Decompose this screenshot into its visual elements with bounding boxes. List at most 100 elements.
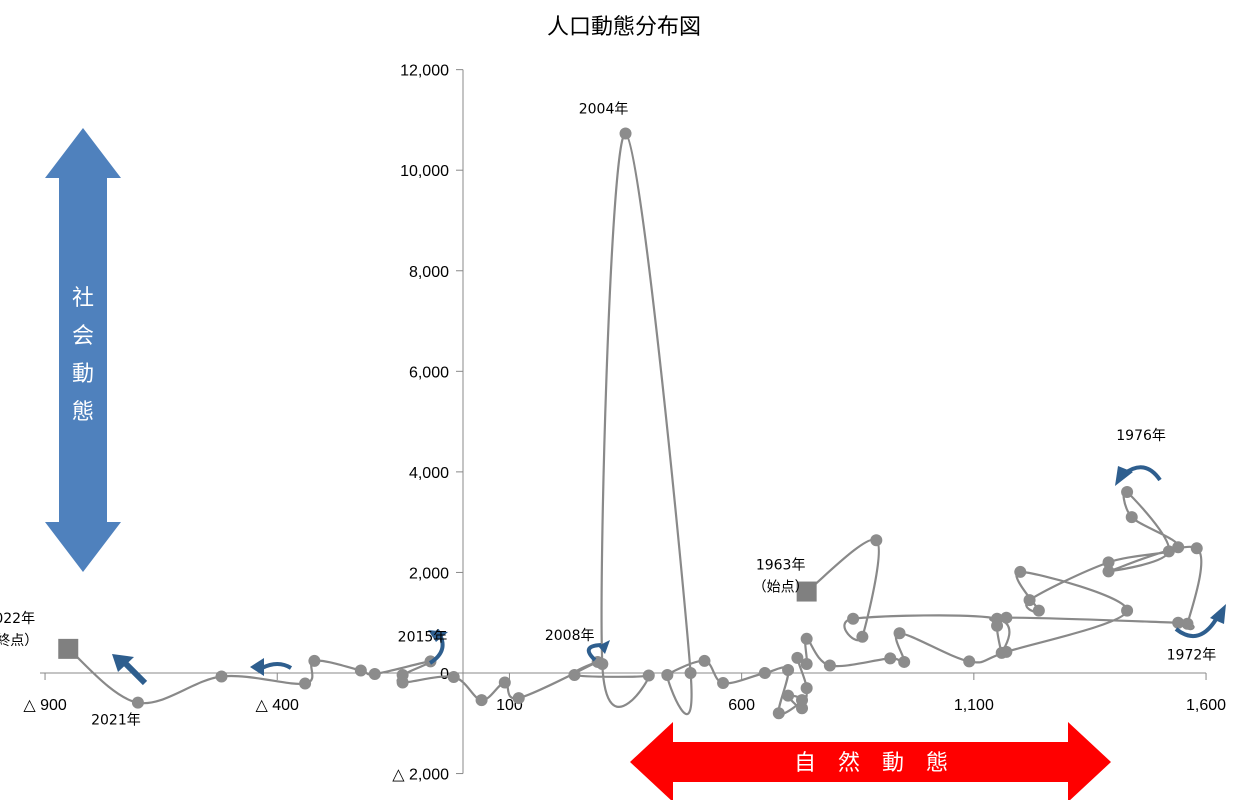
y-tick-label: 12,000 (400, 63, 449, 80)
data-point-1974 (1102, 565, 1115, 578)
data-point-1979 (1102, 556, 1115, 569)
data-point-1971 (1172, 616, 1185, 629)
data-point-1981 (1032, 604, 1045, 617)
turn-arrow-1976-head (1115, 466, 1133, 486)
data-point-2000 (717, 677, 730, 690)
year-annotation-sub-1963: （始点） (753, 580, 809, 596)
annotations: 1963年 （始点） 2022年 （終点） 2004年 2008年 2015年 2021年 19… (0, 101, 1216, 728)
y-tick-label: 0 (440, 666, 449, 683)
turn-arrow-2008-curve (586, 643, 602, 662)
data-point-2018 (308, 654, 321, 667)
data-point-1993 (800, 682, 813, 695)
turn-arrow-2021-shaft (121, 659, 148, 686)
y-tick-label: 6,000 (409, 364, 449, 381)
natural-arrow-shape (630, 722, 1111, 800)
turn-arrow-2015-head (428, 630, 448, 642)
data-point-2010 (498, 676, 511, 689)
social-dynamics-label: 社会動態 (72, 286, 94, 425)
data-point-1966 (847, 612, 860, 625)
social-arrow-shape (45, 128, 121, 572)
data-point-1970 (1000, 611, 1013, 624)
data-point-2021 (131, 696, 144, 709)
y-tick-label: 8,000 (409, 264, 449, 281)
x-tick-label: 600 (728, 697, 755, 714)
data-point-1978 (1172, 541, 1185, 554)
data-point-2004 (619, 127, 632, 140)
chart-title: 人口動態分布図 (547, 15, 701, 40)
year-annotation-2021: 2021年 (91, 713, 141, 729)
data-point-1991 (800, 657, 813, 670)
x-tick-label: △ 900 (23, 697, 67, 714)
data-point-1976 (1121, 485, 1134, 498)
axes: 12,000 10,000 8,000 6,000 4,000 2,000 0 △ 2,000… (23, 63, 1226, 784)
series-path (67, 132, 1203, 716)
data-point-2002 (661, 669, 674, 682)
data-point-1989 (823, 659, 836, 672)
data-point-1980 (1023, 594, 1036, 607)
data-point-2012 (447, 671, 460, 684)
data-point-1975 (1162, 545, 1175, 558)
data-point-1982 (1014, 565, 1027, 578)
data-point-1972 (1181, 617, 1194, 630)
data-point-1986 (893, 627, 906, 640)
data-point-1987 (898, 655, 911, 668)
data-point-1990 (800, 632, 813, 645)
data-point-1983 (1121, 604, 1134, 617)
data-point-2003 (684, 667, 697, 679)
data-point-1988 (884, 652, 897, 665)
turn-arrows (112, 465, 1226, 686)
year-annotation-1976: 1976年 (1116, 428, 1166, 444)
data-point-2020 (215, 670, 228, 683)
data-point-1973 (1190, 542, 1203, 555)
data-point-2006 (642, 669, 655, 682)
data-point-2017 (354, 664, 367, 677)
y-tick-label: 4,000 (409, 465, 449, 482)
year-annotation-2008: 2008年 (545, 628, 595, 644)
y-tick-label: 2,000 (409, 565, 449, 582)
year-annotation-2022: 2022年 (0, 611, 35, 627)
turn-arrow-2019-head (250, 658, 264, 676)
natural-dynamics-label: 自 然 動 態 (794, 751, 948, 776)
year-annotation-1963: 1963年 (756, 558, 806, 574)
data-point-1996 (796, 694, 809, 707)
data-point-2014 (396, 669, 409, 682)
year-annotation-1972: 1972年 (1167, 648, 1217, 664)
data-point-1964 (870, 534, 883, 547)
data-point-1963 (796, 581, 817, 602)
data-point-2019 (299, 677, 312, 690)
year-annotation-2015: 2015年 (398, 629, 448, 645)
turn-arrow-1972-curve (1174, 614, 1220, 639)
data-point-1985 (963, 655, 976, 668)
data-point-1965 (856, 630, 869, 643)
data-point-2011 (475, 694, 488, 707)
data-point-1984 (1000, 645, 1013, 658)
data-point-1997 (772, 707, 785, 720)
data-point-2009 (512, 692, 525, 705)
data-point-1995 (782, 689, 795, 702)
turn-arrow-1972-head (1210, 604, 1226, 624)
data-point-2001 (698, 654, 711, 667)
data-point-1969 (991, 619, 1004, 632)
data-point-2016 (368, 668, 381, 681)
x-tick-label: 1,100 (954, 697, 994, 714)
y-tick-label: 10,000 (400, 163, 449, 180)
year-annotation-2004: 2004年 (579, 101, 629, 117)
x-tick-label: 1,600 (1186, 697, 1226, 714)
data-point-1998 (782, 663, 795, 676)
data-point-2007 (568, 669, 581, 682)
year-annotation-sub-2022: （終点） (0, 633, 38, 649)
data-point-2022 (58, 638, 79, 659)
data-point-1992 (791, 651, 804, 664)
natural-dynamics-arrow: 自 然 動 態 (630, 722, 1111, 800)
series-line (67, 132, 1203, 716)
turn-arrow-2008-head (598, 640, 610, 654)
y-tick-label: △ 2,000 (392, 767, 449, 784)
series-points (58, 127, 1203, 720)
social-dynamics-arrow: 社会動態 (45, 128, 121, 572)
turn-arrow-2019-curve (261, 662, 293, 670)
x-tick-label: △ 400 (256, 697, 300, 714)
data-point-1977 (1125, 511, 1138, 524)
data-point-1999 (758, 667, 771, 679)
turn-arrow-2021-head (112, 654, 134, 672)
